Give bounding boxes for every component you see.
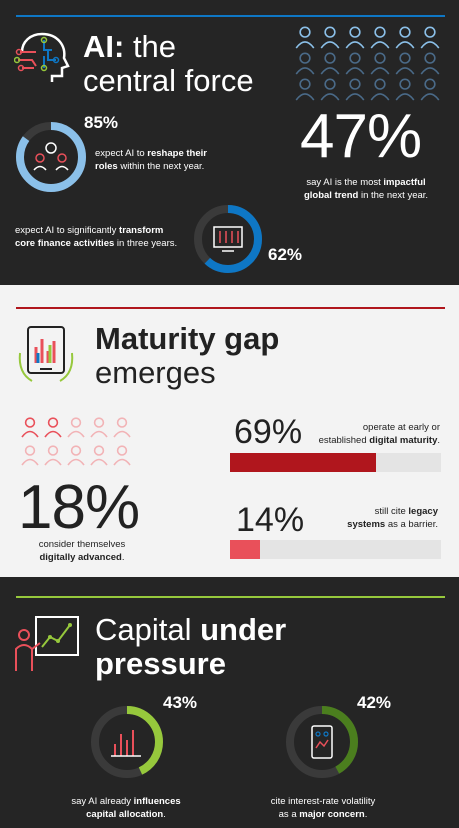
- donut-62: [194, 205, 262, 273]
- stat-69-text: operate at early or established digital …: [318, 422, 440, 446]
- person-icon: [370, 78, 390, 101]
- section-title: Maturity gap emerges: [95, 321, 280, 390]
- person-icon: [320, 78, 340, 101]
- stat-42-text: cite interest-rate volatility as a major…: [270, 796, 376, 820]
- section-title: Capital under pressure: [95, 612, 287, 681]
- person-icon: [21, 417, 39, 438]
- section-divider-line: [16, 15, 445, 17]
- person-icon: [295, 26, 315, 49]
- person-icon: [90, 417, 108, 438]
- section-maturity-gap: Maturity gap emerges 18% consider themse…: [0, 285, 459, 577]
- person-icon: [67, 445, 85, 466]
- stat-62-value: 62%: [268, 245, 303, 264]
- stat-62-text: expect AI to significantly transform cor…: [15, 225, 178, 249]
- person-icon: [345, 26, 365, 49]
- bar-14-fill: [230, 540, 260, 559]
- person-icon: [420, 26, 440, 49]
- bar-14-track: [230, 540, 441, 559]
- donut-85: [16, 122, 86, 192]
- section-ai-central-force: AI: the central force 47% say AI is the …: [0, 0, 459, 285]
- person-icon: [395, 26, 415, 49]
- donut-85-fill: [16, 122, 86, 192]
- section-title: AI: the central force: [83, 29, 254, 98]
- stat-42-value: 42%: [357, 693, 392, 712]
- section-divider-line: [16, 596, 445, 598]
- people-grid-icon: [21, 417, 131, 466]
- person-icon: [90, 445, 108, 466]
- stat-18-value: 18%: [18, 473, 140, 542]
- person-icon: [113, 445, 131, 466]
- person-icon: [44, 445, 62, 466]
- person-icon: [113, 417, 131, 438]
- person-icon: [345, 78, 365, 101]
- person-icon: [345, 52, 365, 75]
- person-icon: [395, 52, 415, 75]
- person-icon: [295, 52, 315, 75]
- person-icon: [295, 78, 315, 101]
- person-icon: [370, 26, 390, 49]
- person-icon: [21, 445, 39, 466]
- section-capital-pressure: Capital under pressure 43% say AI alread…: [0, 577, 459, 828]
- stat-85-text: expect AI to reshape their roles within …: [95, 148, 207, 172]
- stat-47-text: say AI is the most impactful global tren…: [303, 177, 429, 201]
- tablet-chart-icon: [18, 326, 74, 382]
- stat-43-text: say AI already influences capital alloca…: [71, 796, 181, 820]
- people-grid-icon: [295, 26, 440, 101]
- person-icon: [420, 78, 440, 101]
- stat-18-text: consider themselves digitally advanced.: [38, 539, 126, 563]
- person-icon: [370, 52, 390, 75]
- person-icon: [395, 78, 415, 101]
- donut-43-fill: [91, 706, 163, 778]
- section-divider-line: [16, 307, 445, 309]
- donut-62-fill: [194, 205, 262, 273]
- presenter-chart-icon: [15, 616, 79, 671]
- stat-85-value: 85%: [84, 113, 119, 132]
- bar-69-track: [230, 453, 441, 472]
- stat-14-value: 14%: [236, 501, 305, 539]
- donut-42: [286, 706, 358, 778]
- donut-43: [91, 706, 163, 778]
- stat-14-text: still cite legacy systems as a barrier.: [347, 506, 438, 530]
- person-icon: [320, 52, 340, 75]
- bar-69-fill: [230, 453, 376, 472]
- stat-47-value: 47%: [300, 102, 422, 171]
- person-icon: [67, 417, 85, 438]
- donut-42-fill: [286, 706, 358, 778]
- person-icon: [44, 417, 62, 438]
- ai-head-icon: [14, 32, 70, 82]
- person-icon: [420, 52, 440, 75]
- stat-43-value: 43%: [163, 693, 198, 712]
- stat-69-value: 69%: [234, 413, 303, 451]
- person-icon: [320, 26, 340, 49]
